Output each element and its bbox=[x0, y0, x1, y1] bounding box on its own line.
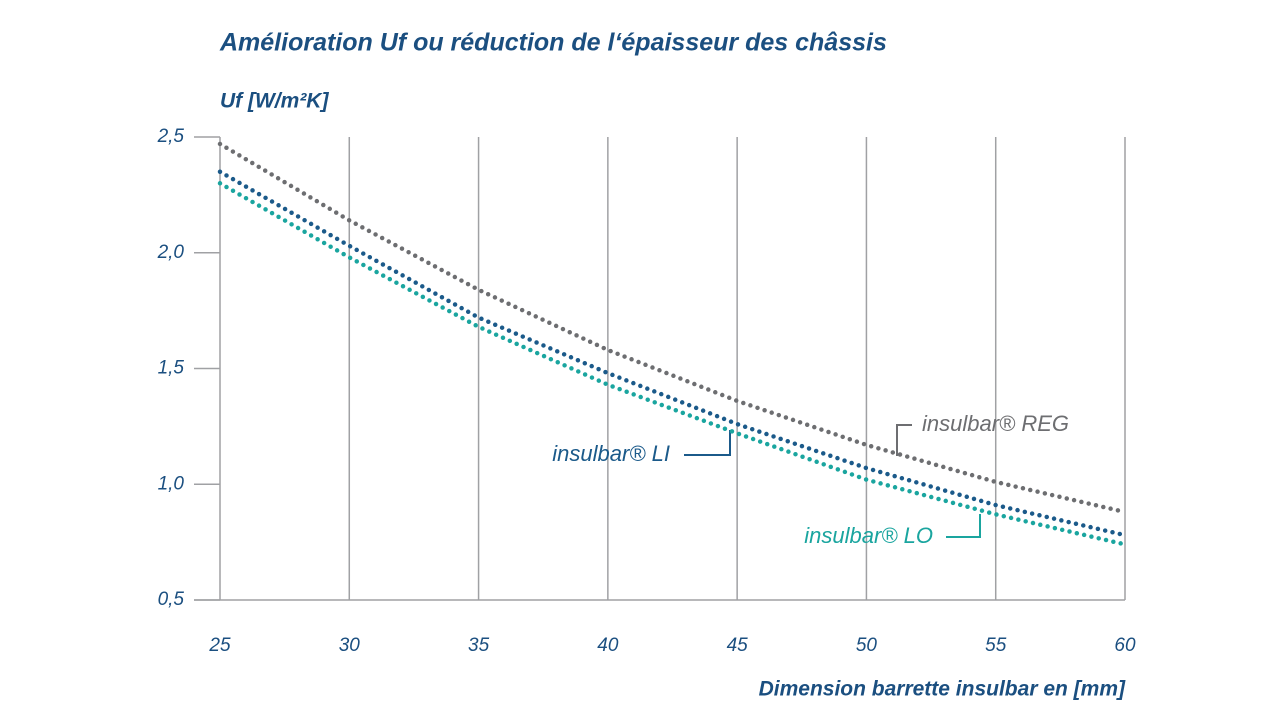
leader-line bbox=[896, 424, 912, 456]
annotation-leaders bbox=[684, 424, 981, 538]
x-tick-label: 45 bbox=[727, 635, 749, 656]
x-axis-label: Dimension barrette insulbar en [mm] bbox=[759, 678, 1126, 701]
x-tick-label: 25 bbox=[208, 635, 231, 656]
series-label: insulbar® LO bbox=[804, 523, 933, 548]
series-label: insulbar® LI bbox=[552, 441, 670, 466]
leader-line bbox=[684, 430, 731, 456]
leader-line bbox=[946, 514, 981, 538]
chart-title: Amélioration Uf ou réduction de l‘épaiss… bbox=[219, 29, 887, 57]
y-tick-label: 2,0 bbox=[157, 242, 185, 263]
series-line bbox=[217, 169, 1128, 538]
x-tick-label: 35 bbox=[468, 635, 490, 656]
y-axis-label: Uf [W/m²K] bbox=[220, 90, 329, 113]
series-line bbox=[217, 181, 1128, 547]
x-tick-label: 40 bbox=[597, 635, 619, 656]
series-label: insulbar® REG bbox=[922, 411, 1069, 436]
x-tick-label: 30 bbox=[339, 635, 361, 656]
x-tick-label: 60 bbox=[1114, 635, 1136, 656]
y-tick-label: 1,5 bbox=[158, 358, 185, 379]
y-tick-label: 2,5 bbox=[157, 126, 185, 147]
series-line bbox=[217, 141, 1128, 515]
x-tick-label: 50 bbox=[856, 635, 878, 656]
y-tick-label: 0,5 bbox=[158, 589, 185, 610]
y-tick-label: 1,0 bbox=[158, 473, 185, 494]
x-tick-label: 55 bbox=[985, 635, 1007, 656]
